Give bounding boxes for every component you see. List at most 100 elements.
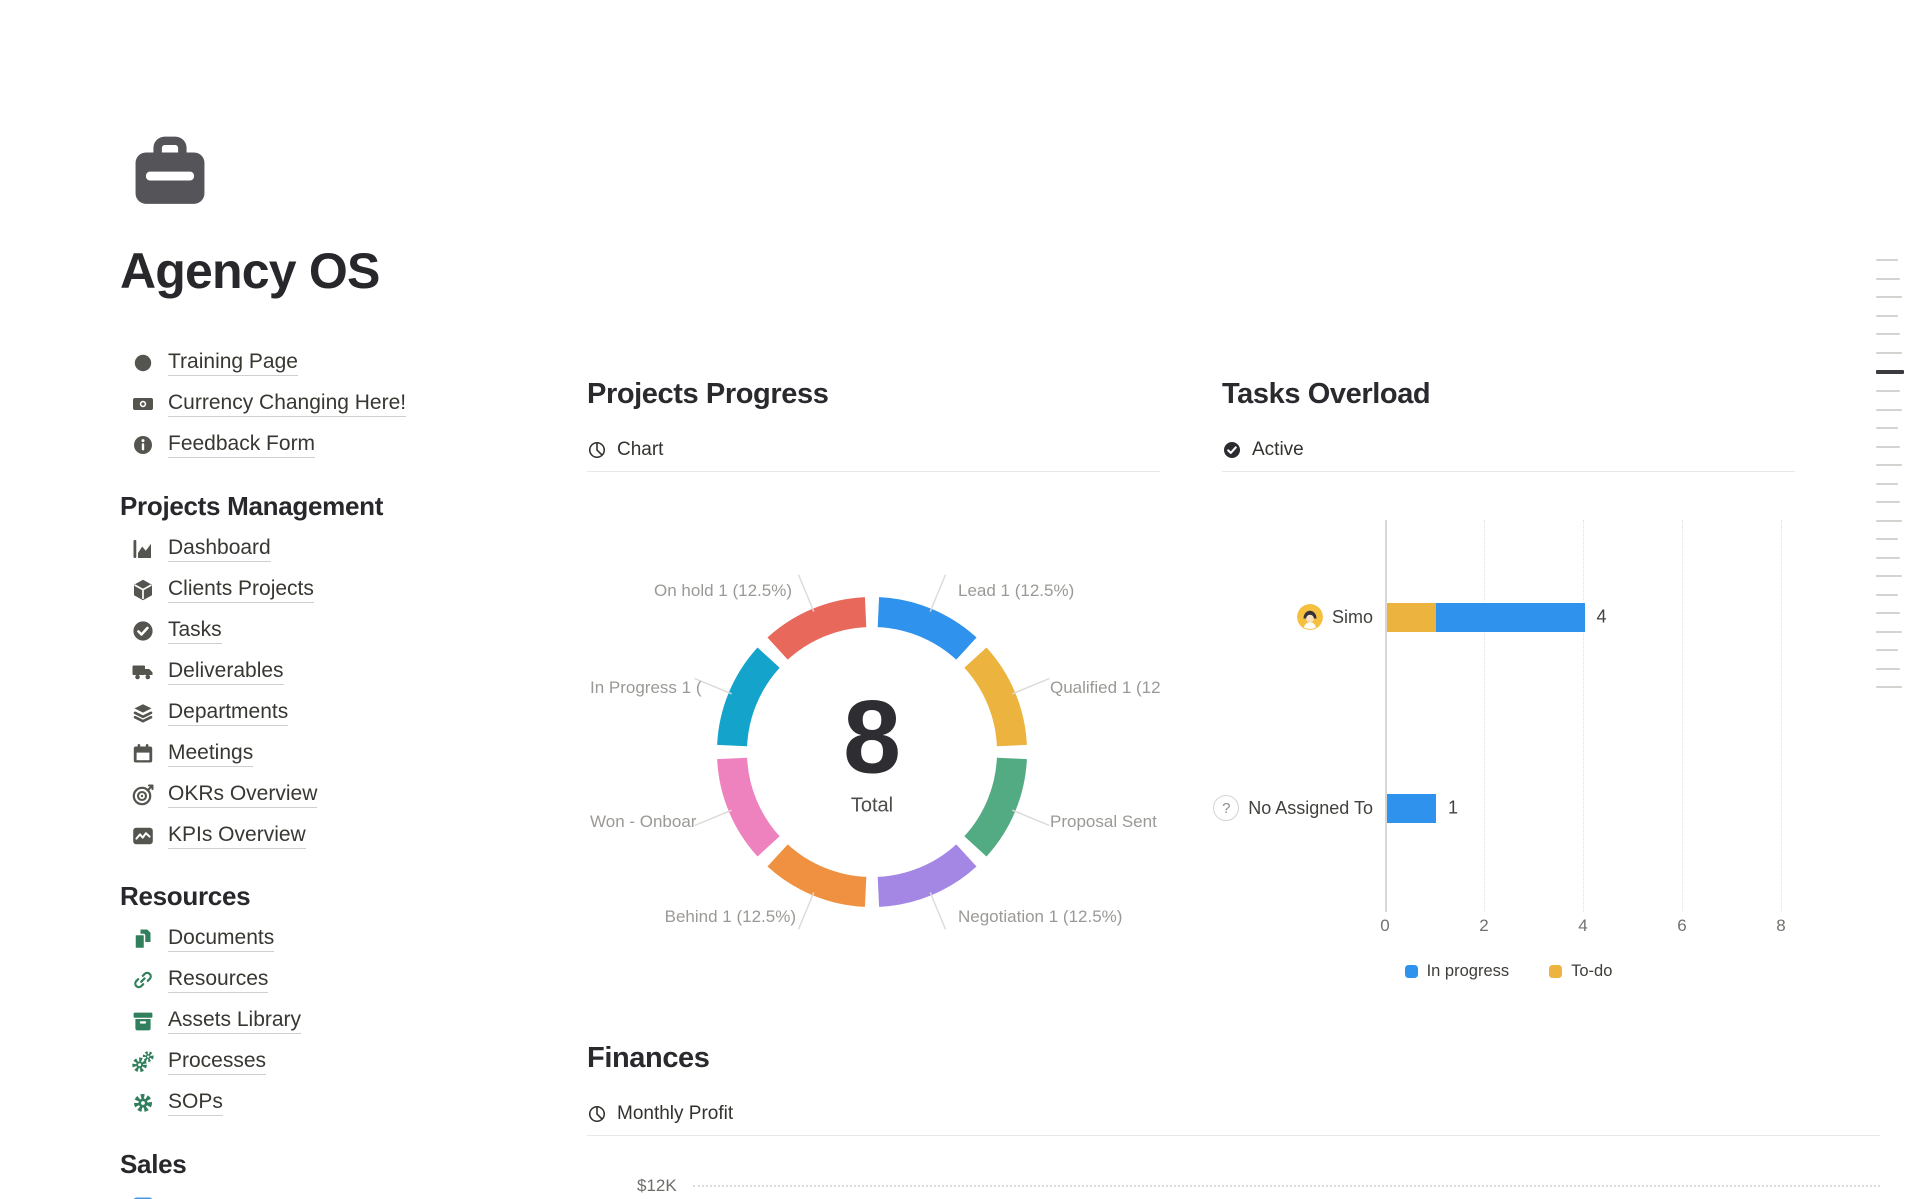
donut-total-label: Total [850, 794, 894, 817]
sidebar-item-kpis-overview[interactable]: KPIs Overview [120, 815, 500, 856]
sidebar-item-assets-library[interactable]: Assets Library [120, 1000, 500, 1041]
sidebar-item-dashboard[interactable]: Dashboard [120, 528, 500, 569]
sidebar-item-departments[interactable]: Departments [120, 692, 500, 733]
outline-dash[interactable] [1876, 686, 1902, 688]
page-title: Agency OS [120, 243, 380, 299]
sidebar-item-label: Tasks [168, 617, 222, 645]
outline-dash[interactable] [1876, 630, 1902, 633]
donut-segment-qualified [964, 647, 1027, 747]
donut-leader-line [797, 574, 815, 612]
sidebar-item-resources[interactable]: Resources [120, 959, 500, 1000]
donut-label-negotiation: Negotiation 1 (12.5%) [958, 907, 1123, 926]
sidebar-item-documents[interactable]: Documents [120, 918, 500, 959]
outline-dash[interactable] [1876, 314, 1898, 317]
projects-progress-panel: Projects Progress Chart Lead 1 (12.5%) Qu… [587, 376, 1161, 930]
outline-dash[interactable] [1876, 333, 1900, 335]
circle-icon [131, 351, 155, 375]
donut-leader-line [929, 892, 947, 930]
sidebar-item-clients-projects[interactable]: Clients Projects [120, 569, 500, 610]
outline-dash[interactable] [1876, 501, 1900, 503]
sidebar-item-meetings[interactable]: Meetings [120, 733, 500, 774]
outline-dash[interactable] [1876, 556, 1900, 559]
sidebar-section-sales: Sales [120, 1142, 500, 1199]
y-axis-line [1385, 520, 1387, 912]
tasks-overload-panel: Tasks Overload Active 0 2 4 6 8 4 Simo 1? No Ass… [1213, 376, 1795, 980]
sidebar-item-deliverables[interactable]: Deliverables [120, 651, 500, 692]
donut-leader-line [694, 809, 732, 827]
outline-dash[interactable] [1876, 612, 1900, 614]
outline-dash[interactable] [1876, 538, 1898, 540]
outline-dash-active[interactable] [1876, 370, 1904, 374]
legend-item-to-do: To-do [1549, 962, 1612, 981]
sidebar-quick-links: Training Page Currency Changing Here! Feed… [120, 342, 500, 465]
donut-segment-proposal-sent [964, 757, 1027, 857]
category-label-simo: Simo [1296, 604, 1373, 630]
sidebar-section-projects-management: Projects Management Dashboard Clients Proj… [120, 484, 500, 856]
donut-segment-on-hold [767, 597, 867, 660]
donut-label-proposal-sent: Proposal Sent [1050, 812, 1157, 831]
projects-progress-donut-chart: Lead 1 (12.5%) Qualified 1 (12 Proposal Se… [587, 480, 1161, 1000]
legend-item-in-progress: In progress [1404, 962, 1509, 981]
donut-label-behind: Behind 1 (12.5%) [664, 907, 796, 926]
outline-dash[interactable] [1876, 445, 1900, 448]
donut-label-in-progress: In Progress 1 ( [590, 678, 702, 697]
bar-value-label: 4 [1596, 606, 1607, 627]
link-icon [131, 968, 155, 992]
cube-icon [131, 578, 155, 602]
outline-dash[interactable] [1876, 296, 1902, 298]
tab-chart-label: Chart [617, 438, 664, 460]
donut-segment-in-progress [717, 647, 780, 747]
y-axis-tick-label: $12K [637, 1176, 677, 1195]
donut-segment-lead [877, 597, 977, 660]
category-label-text: Simo [1331, 606, 1373, 627]
avatar [1296, 604, 1323, 630]
sidebar-item-label: Documents [168, 925, 275, 953]
x-axis-tick-label: 2 [1479, 916, 1489, 935]
outline-dash[interactable] [1876, 390, 1900, 392]
sidebar-item-processes[interactable]: Processes [120, 1041, 500, 1082]
outline-dash[interactable] [1876, 277, 1900, 280]
gridline-dotted [1484, 520, 1485, 912]
documents-icon [131, 927, 155, 951]
outline-dash[interactable] [1876, 667, 1900, 670]
donut-leader-line [929, 574, 947, 612]
divider [587, 471, 1160, 472]
donut-leader-line [797, 892, 815, 930]
sidebar-item-feedback-form[interactable]: Feedback Form [120, 424, 500, 465]
outline-dash[interactable] [1876, 427, 1898, 429]
legend-swatch [1549, 965, 1563, 978]
sidebar-item-sops[interactable]: SOPs [120, 1082, 500, 1123]
sidebar-item-training-page[interactable]: Training Page [120, 342, 500, 383]
divider [587, 1135, 1880, 1136]
outline-dash[interactable] [1876, 259, 1898, 261]
donut-total-value: 8 [843, 679, 901, 796]
sidebar-item-tasks[interactable]: Tasks [120, 610, 500, 651]
outline-dash[interactable] [1876, 351, 1902, 354]
area-chart-icon [131, 537, 155, 561]
tab-monthly-profit[interactable]: Monthly Profit [587, 1100, 733, 1127]
sidebar-item-clipped-item[interactable] [120, 1186, 500, 1199]
tab-chart[interactable]: Chart [587, 436, 663, 463]
x-axis-tick-label: 4 [1578, 916, 1588, 935]
donut-leader-line [1012, 677, 1050, 695]
outline-dash[interactable] [1876, 575, 1902, 577]
bar-segment-in-progress [1386, 793, 1436, 823]
sidebar-item-okrs-overview[interactable]: OKRs Overview [120, 774, 500, 815]
outline-dash[interactable] [1876, 649, 1898, 651]
outline-dash[interactable] [1876, 482, 1898, 485]
sidebar-item-label: OKRs Overview [168, 781, 318, 809]
archive-box-icon [131, 1009, 155, 1033]
outline-dash[interactable] [1876, 593, 1898, 596]
truck-icon [131, 660, 155, 684]
sidebar-item-currency-changing-here[interactable]: Currency Changing Here! [120, 383, 500, 424]
outline-dash[interactable] [1876, 519, 1902, 522]
bar-simo [1386, 602, 1585, 632]
x-axis-tick-label: 0 [1380, 916, 1390, 935]
outline-dash[interactable] [1876, 464, 1902, 466]
gridline-dotted [1682, 520, 1683, 912]
section-title-projects-management: Projects Management [120, 490, 384, 521]
outline-dash[interactable] [1876, 408, 1902, 411]
tab-active[interactable]: Active [1222, 436, 1304, 463]
monthly-profit-chart-top-row: $12K [587, 1176, 1880, 1196]
tasks-overload-bar-chart: 0 2 4 6 8 4 Simo 1? No Assigned To In progress To-… [1213, 480, 1795, 1000]
